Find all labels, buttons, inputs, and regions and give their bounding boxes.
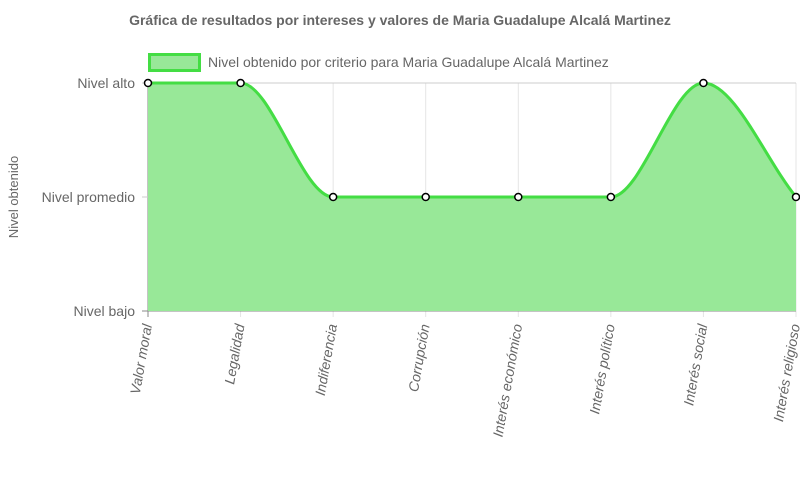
data-point[interactable]: [791, 192, 800, 202]
data-points: [143, 78, 800, 202]
x-tick-labels: Valor moral Legalidad Indiferencia Corrupci…: [127, 322, 800, 439]
legend-label: Nivel obtenido por criterio para Maria G…: [208, 54, 609, 70]
x-tick-label: Interés religioso: [770, 323, 800, 423]
data-point[interactable]: [328, 192, 338, 202]
x-tick-label: Valor moral: [127, 322, 155, 396]
y-tick-label: Nivel alto: [77, 75, 135, 91]
x-tick-label: Indiferencia: [312, 323, 340, 397]
data-point[interactable]: [236, 78, 245, 88]
data-point[interactable]: [514, 192, 523, 202]
chart-title: Gráfica de resultados por intereses y va…: [129, 12, 671, 28]
data-point[interactable]: [421, 192, 430, 202]
y-axis-title: Nivel obtenido: [6, 156, 21, 238]
y-tick-label: Nivel promedio: [42, 189, 136, 205]
y-tick-labels: Nivel bajo Nivel promedio Nivel alto: [42, 75, 136, 319]
x-tick-label: Interés social: [680, 322, 710, 407]
x-tick-label: Interés político: [586, 323, 618, 416]
data-point[interactable]: [606, 192, 616, 202]
x-tick-label: Corrupción: [405, 323, 433, 393]
data-point[interactable]: [143, 78, 153, 88]
y-tick-label: Nivel bajo: [74, 303, 136, 319]
x-tick-label: Legalidad: [221, 322, 248, 386]
legend[interactable]: Nivel obtenido por criterio para Maria G…: [148, 53, 609, 72]
x-tick-label: Interés económico: [490, 323, 526, 439]
data-point[interactable]: [699, 78, 708, 88]
legend-swatch: [148, 53, 201, 72]
